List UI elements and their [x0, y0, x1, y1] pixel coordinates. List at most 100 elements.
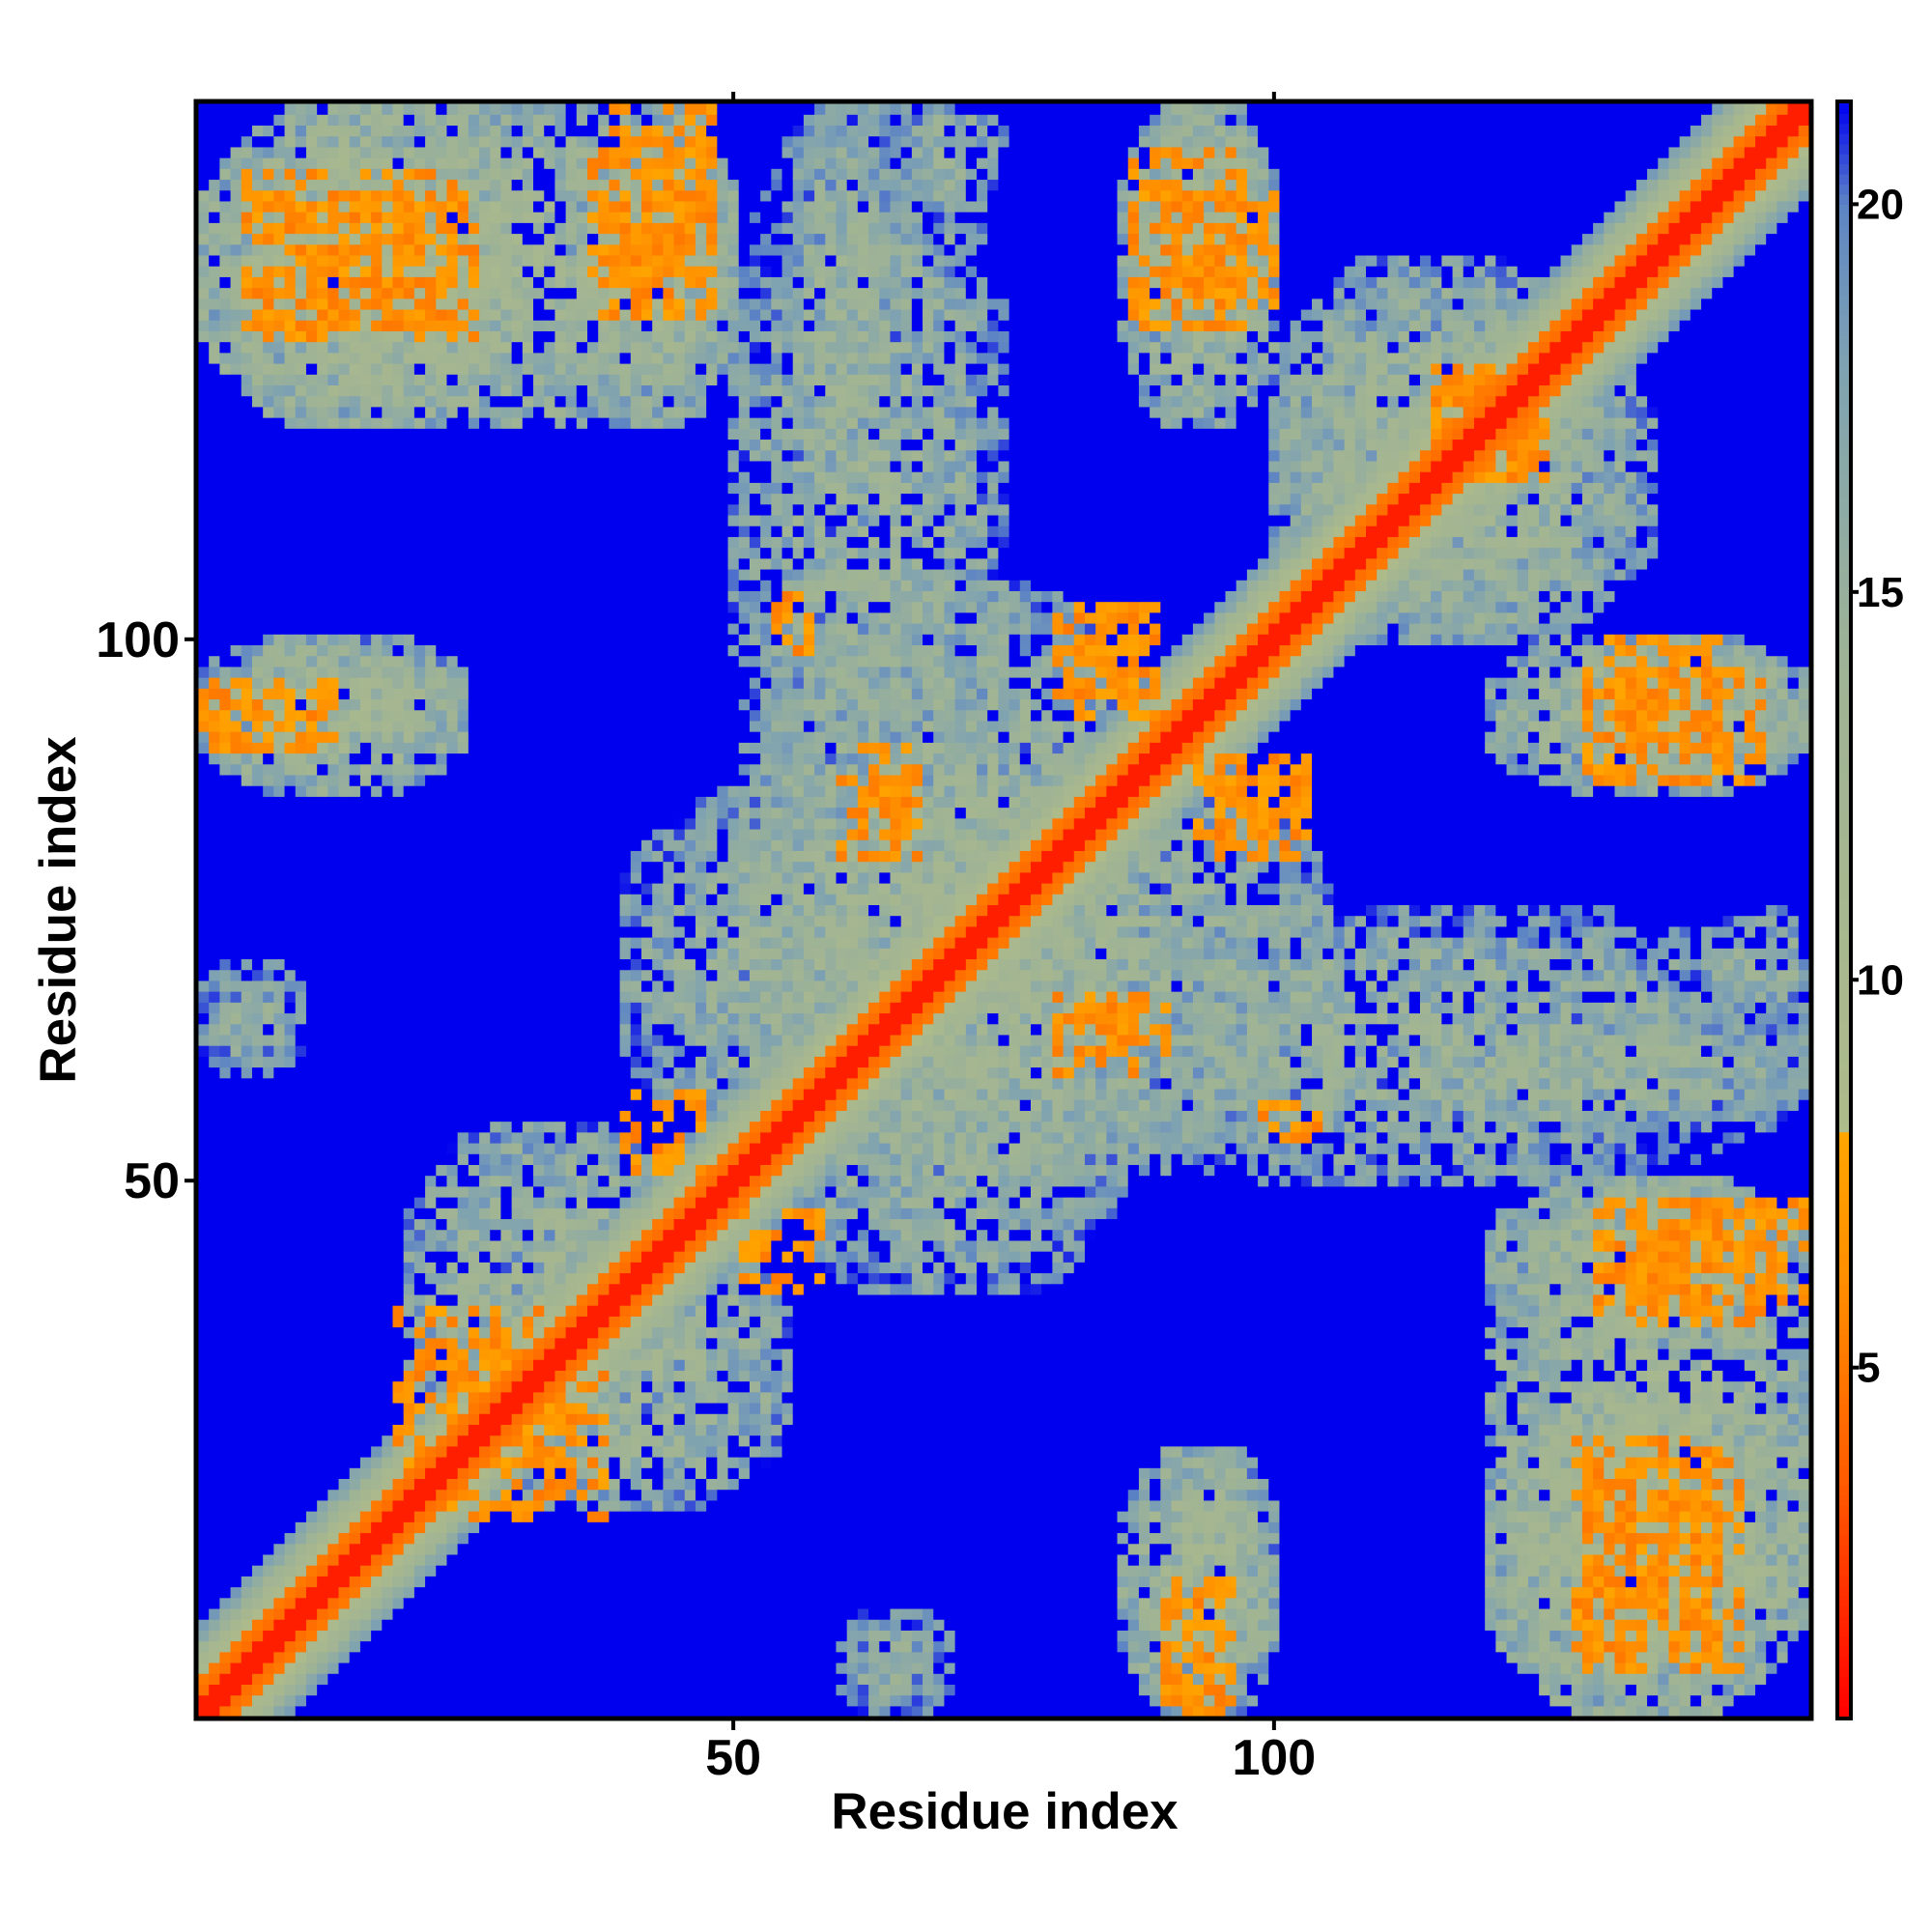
heatmap-cell: [306, 1045, 318, 1057]
heatmap-cell: [252, 839, 264, 851]
heatmap-cell: [469, 1176, 480, 1187]
heatmap-cell: [231, 1012, 242, 1024]
heatmap-cell: [273, 407, 285, 418]
heatmap-cell: [458, 428, 469, 440]
heatmap-cell: [285, 461, 297, 472]
heatmap-cell: [242, 1218, 253, 1230]
heatmap-cell: [350, 428, 361, 440]
heatmap-cell: [500, 742, 512, 753]
heatmap-cell: [198, 266, 210, 277]
heatmap-cell: [273, 396, 285, 408]
heatmap-cell: [425, 1002, 437, 1013]
heatmap-cell: [327, 526, 339, 537]
heatmap-cell: [327, 136, 339, 148]
heatmap-cell: [544, 1587, 555, 1599]
heatmap-cell: [263, 1218, 274, 1230]
heatmap-cell: [533, 818, 545, 830]
heatmap-cell: [219, 796, 231, 808]
heatmap-cell: [198, 958, 210, 970]
heatmap-cell: [393, 471, 405, 483]
heatmap-cell: [263, 298, 274, 310]
heatmap-cell: [296, 461, 307, 472]
heatmap-cell: [458, 1153, 469, 1165]
heatmap-cell: [469, 515, 480, 526]
heatmap-cell: [198, 298, 210, 310]
heatmap-cell: [273, 1706, 285, 1718]
heatmap-cell: [544, 1608, 555, 1620]
heatmap-cell: [209, 1370, 220, 1381]
heatmap-cell: [544, 698, 555, 710]
heatmap-cell: [469, 1467, 480, 1479]
heatmap-cell: [306, 1262, 318, 1273]
heatmap-cell: [219, 1122, 231, 1133]
heatmap-cell: [544, 536, 555, 548]
heatmap-cell: [382, 384, 393, 396]
heatmap-cell: [469, 991, 480, 1003]
heatmap-cell: [263, 785, 274, 797]
heatmap-cell: [231, 1457, 242, 1468]
heatmap-cell: [490, 1403, 501, 1414]
heatmap-cell: [273, 1521, 285, 1533]
heatmap-cell: [339, 742, 351, 753]
heatmap-cell: [231, 753, 242, 764]
heatmap-cell: [446, 157, 458, 169]
heatmap-cell: [263, 471, 274, 483]
heatmap-cell: [393, 298, 405, 310]
heatmap-cell: [296, 363, 307, 375]
heatmap-cell: [219, 407, 231, 418]
heatmap-cell: [209, 1316, 220, 1327]
heatmap-cell: [209, 222, 220, 234]
heatmap-cell: [317, 428, 328, 440]
heatmap-cell: [458, 1576, 469, 1587]
heatmap-cell: [198, 461, 210, 472]
heatmap-cell: [242, 330, 253, 342]
heatmap-cell: [479, 862, 491, 873]
heatmap-cell: [533, 396, 545, 408]
heatmap-cell: [446, 677, 458, 689]
heatmap-cell: [306, 515, 318, 526]
heatmap-cell: [296, 190, 307, 202]
heatmap-cell: [554, 1598, 566, 1609]
heatmap-cell: [458, 785, 469, 797]
heatmap-cell: [209, 1619, 220, 1631]
heatmap-cell: [219, 1143, 231, 1154]
heatmap-cell: [436, 1164, 447, 1176]
heatmap-cell: [231, 1002, 242, 1013]
heatmap-cell: [231, 136, 242, 148]
heatmap-cell: [242, 1424, 253, 1435]
heatmap-cell: [209, 1024, 220, 1036]
heatmap-cell: [360, 1045, 372, 1057]
heatmap-cell: [273, 1413, 285, 1425]
heatmap-cell: [339, 1132, 351, 1144]
heatmap-cell: [404, 384, 415, 396]
heatmap-cell: [296, 1598, 307, 1609]
heatmap-cell: [273, 266, 285, 277]
heatmap-cell: [436, 644, 447, 656]
heatmap-cell: [554, 1565, 566, 1577]
heatmap-cell: [350, 1435, 361, 1447]
heatmap-cell: [339, 948, 351, 959]
heatmap-cell: [306, 1099, 318, 1111]
heatmap-cell: [360, 1305, 372, 1317]
heatmap-cell: [425, 1110, 437, 1122]
heatmap-cell: [317, 320, 328, 331]
heatmap-cell: [209, 417, 220, 429]
heatmap-cell: [219, 320, 231, 331]
heatmap-cell: [446, 1413, 458, 1425]
heatmap-cell: [252, 276, 264, 288]
heatmap-cell: [350, 1035, 361, 1046]
heatmap-cell: [479, 829, 491, 840]
heatmap-cell: [242, 1024, 253, 1036]
heatmap-cell: [512, 1652, 524, 1663]
heatmap-cell: [512, 775, 524, 786]
heatmap-cell: [306, 298, 318, 310]
heatmap-cell: [296, 1316, 307, 1327]
heatmap-cell: [512, 1565, 524, 1577]
heatmap-cell: [317, 1002, 328, 1013]
heatmap-cell: [393, 515, 405, 526]
heatmap-cell: [469, 1349, 480, 1360]
heatmap-cell: [263, 1500, 274, 1512]
heatmap-cell: [554, 1186, 566, 1198]
heatmap-cell: [371, 1110, 383, 1122]
heatmap-cell: [554, 1457, 566, 1468]
